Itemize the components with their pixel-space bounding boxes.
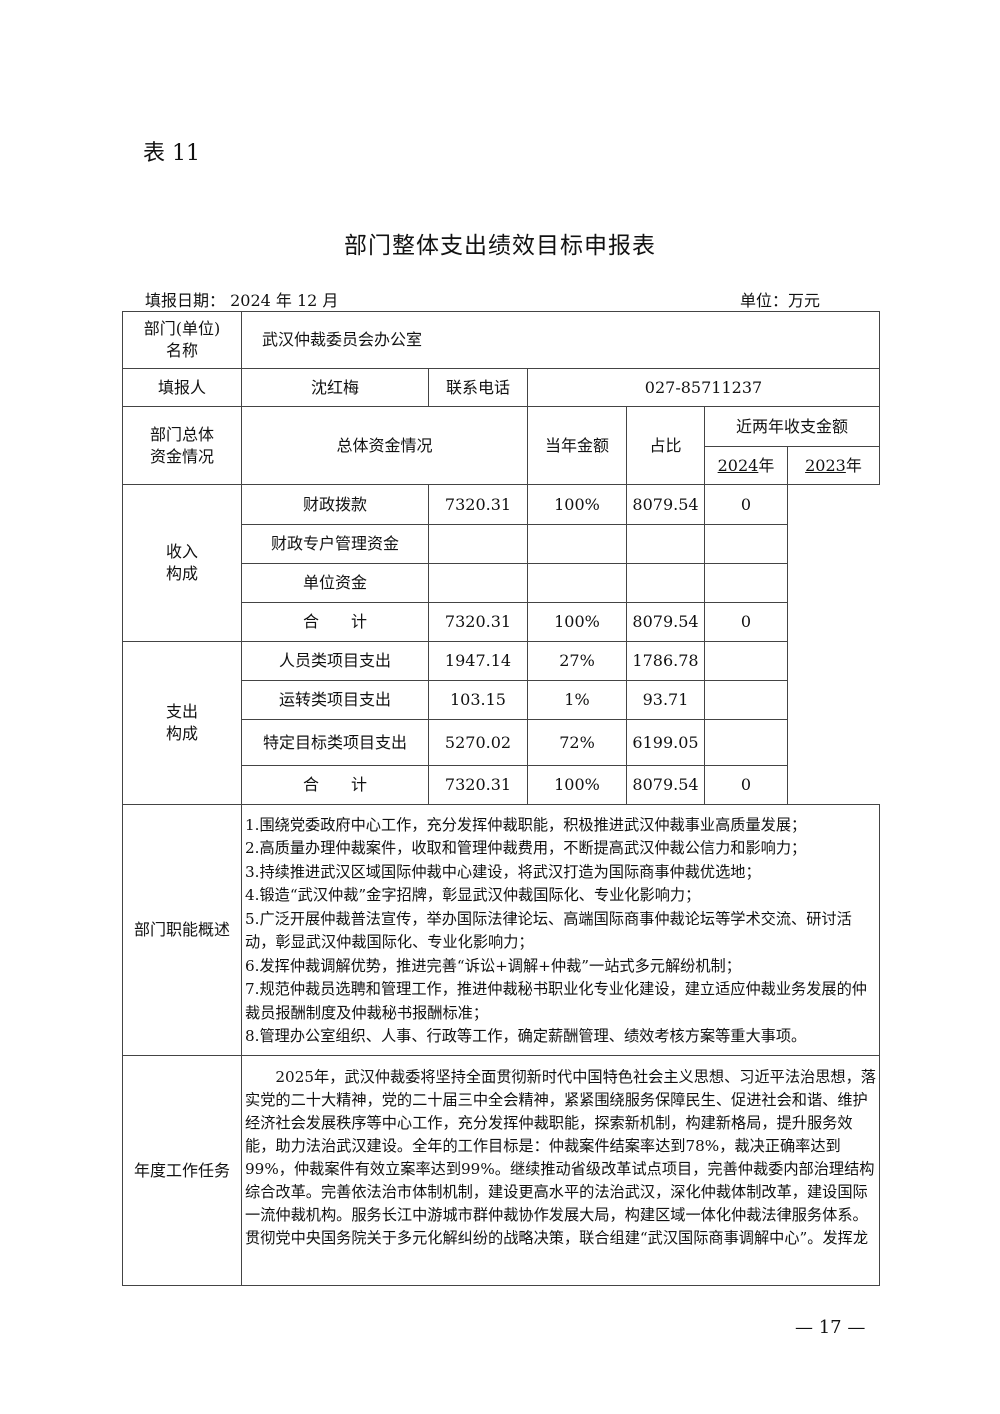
item-name: 财政拨款	[241, 484, 429, 525]
income-group-label: 收入构成	[122, 484, 242, 642]
y2024-cell: 6199.05	[626, 719, 705, 766]
expense-row: 运转类项目支出 103.15 1% 93.71	[123, 680, 880, 720]
filler-name: 沈红梅	[241, 368, 429, 407]
performance-table: 部门(单位)名称 武汉仲裁委员会办公室 填报人 沈红梅 联系电话 027-857…	[122, 311, 880, 1286]
y2023-cell	[704, 680, 788, 720]
y2023-cell: 0	[704, 484, 788, 525]
function-item: 2.高质量办理仲裁案件，收取和管理仲裁费用，不断提高武汉仲裁公信力和影响力；	[245, 839, 807, 857]
phone-number: 027-85711237	[527, 368, 880, 407]
ratio-cell: 72%	[527, 719, 627, 766]
function-item: 1.围绕党委政府中心工作，充分发挥仲裁职能，积极推进武汉仲裁事业高质量发展；	[245, 815, 807, 834]
amount-cell: 7320.31	[428, 765, 528, 805]
amount-cell: 7320.31	[428, 602, 528, 642]
y2023-cell	[704, 641, 788, 681]
function-item: 3.持续推进武汉区域国际仲裁中心建设，将武汉打造为国际商事仲裁优选地；	[245, 862, 761, 881]
current-amount-header: 当年金额	[527, 406, 627, 485]
item-name: 合 计	[241, 765, 429, 805]
function-item: 7.规范仲裁员选聘和管理工作，推进仲裁秘书职业化专业化建设，建立适应仲裁业务发展…	[245, 980, 867, 1022]
amount-cell	[428, 563, 528, 603]
ratio-header: 占比	[626, 406, 705, 485]
amount-cell: 7320.31	[428, 484, 528, 525]
ratio-cell	[527, 563, 627, 603]
income-row: 收入构成 财政拨款 7320.31 100% 8079.54 0	[122, 484, 880, 642]
functions-label: 部门职能概述	[122, 804, 242, 1056]
amount-cell: 1947.14	[428, 641, 528, 681]
amount-cell: 5270.02	[428, 719, 528, 766]
y2023-cell	[704, 719, 788, 766]
dept-label: 部门(单位)名称	[122, 311, 242, 369]
y2024-cell	[626, 524, 705, 564]
ratio-cell	[527, 524, 627, 564]
ratio-cell: 1%	[527, 680, 627, 720]
item-name: 合 计	[241, 602, 429, 642]
annual-tasks-text: 2025年，武汉仲裁委将坚持全面贯彻新时代中国特色社会主义思想、习近平法治思想，…	[241, 1055, 880, 1286]
y2024-cell: 93.71	[626, 680, 705, 720]
page-title: 部门整体支出绩效目标申报表	[344, 233, 656, 259]
two-year-header: 近两年收支金额	[704, 406, 880, 447]
y2024-cell: 8079.54	[626, 602, 705, 642]
phone-label: 联系电话	[428, 368, 528, 407]
functions-list: 1.围绕党委政府中心工作，充分发挥仲裁职能，积极推进武汉仲裁事业高质量发展； 2.…	[241, 804, 880, 1056]
item-name: 特定目标类项目支出	[241, 719, 429, 766]
unit-label: 单位：万元	[740, 291, 821, 310]
y2024-cell: 8079.54	[626, 765, 705, 805]
income-row: 合 计 7320.31 100% 8079.54 0	[123, 602, 880, 642]
amount-cell	[428, 524, 528, 564]
y2023-cell	[704, 563, 788, 603]
function-item: 6.发挥仲裁调解优势，推进完善“诉讼+调解+仲裁”一站式多元解纷机制；	[245, 956, 741, 975]
item-name: 运转类项目支出	[241, 680, 429, 720]
item-name: 财政专户管理资金	[241, 524, 429, 564]
expense-row: 特定目标类项目支出 5270.02 72% 6199.05	[123, 719, 880, 766]
y2023-cell: 0	[704, 602, 788, 642]
function-item: 4.锻造“武汉仲裁”金字招牌，彰显武汉仲裁国际化、专业化影响力；	[245, 886, 701, 904]
annual-tasks-label: 年度工作任务	[122, 1055, 242, 1286]
item-name: 单位资金	[241, 563, 429, 603]
expense-group-label: 支出构成	[122, 641, 242, 805]
y2024-cell: 8079.54	[626, 484, 705, 525]
fill-date: 填报日期： 2024 年 12 月	[145, 291, 339, 310]
ratio-cell: 100%	[527, 602, 627, 642]
table-number: 表 11	[143, 141, 200, 166]
function-item: 8.管理办公室组织、人事、行政等工作，确定薪酬管理、绩效考核方案等重大事项。	[245, 1027, 807, 1045]
ratio-cell: 27%	[527, 641, 627, 681]
y2023-cell: 0	[704, 765, 788, 805]
overall-funds-header: 总体资金情况	[241, 406, 528, 485]
y2024-cell: 1786.78	[626, 641, 705, 681]
year-2023-header: 2023年	[787, 446, 880, 485]
expense-row: 支出构成 人员类项目支出 1947.14 27% 1786.78	[122, 641, 880, 805]
page-number: — 17 —	[795, 1317, 866, 1338]
function-item: 5.广泛开展仲裁普法宣传，举办国际法律论坛、高端国际商事仲裁论坛等学术交流、研讨…	[245, 909, 852, 952]
filler-label: 填报人	[122, 368, 242, 407]
ratio-cell: 100%	[527, 484, 627, 525]
year-2024-header: 2024年	[704, 446, 788, 485]
y2023-cell	[704, 524, 788, 564]
item-name: 人员类项目支出	[241, 641, 429, 681]
y2024-cell	[626, 563, 705, 603]
expense-row: 合 计 7320.31 100% 8079.54 0	[123, 765, 880, 805]
funds-section-label: 部门总体资金情况	[122, 406, 242, 485]
amount-cell: 103.15	[428, 680, 528, 720]
dept-name: 武汉仲裁委员会办公室	[241, 311, 880, 369]
ratio-cell: 100%	[527, 765, 627, 805]
